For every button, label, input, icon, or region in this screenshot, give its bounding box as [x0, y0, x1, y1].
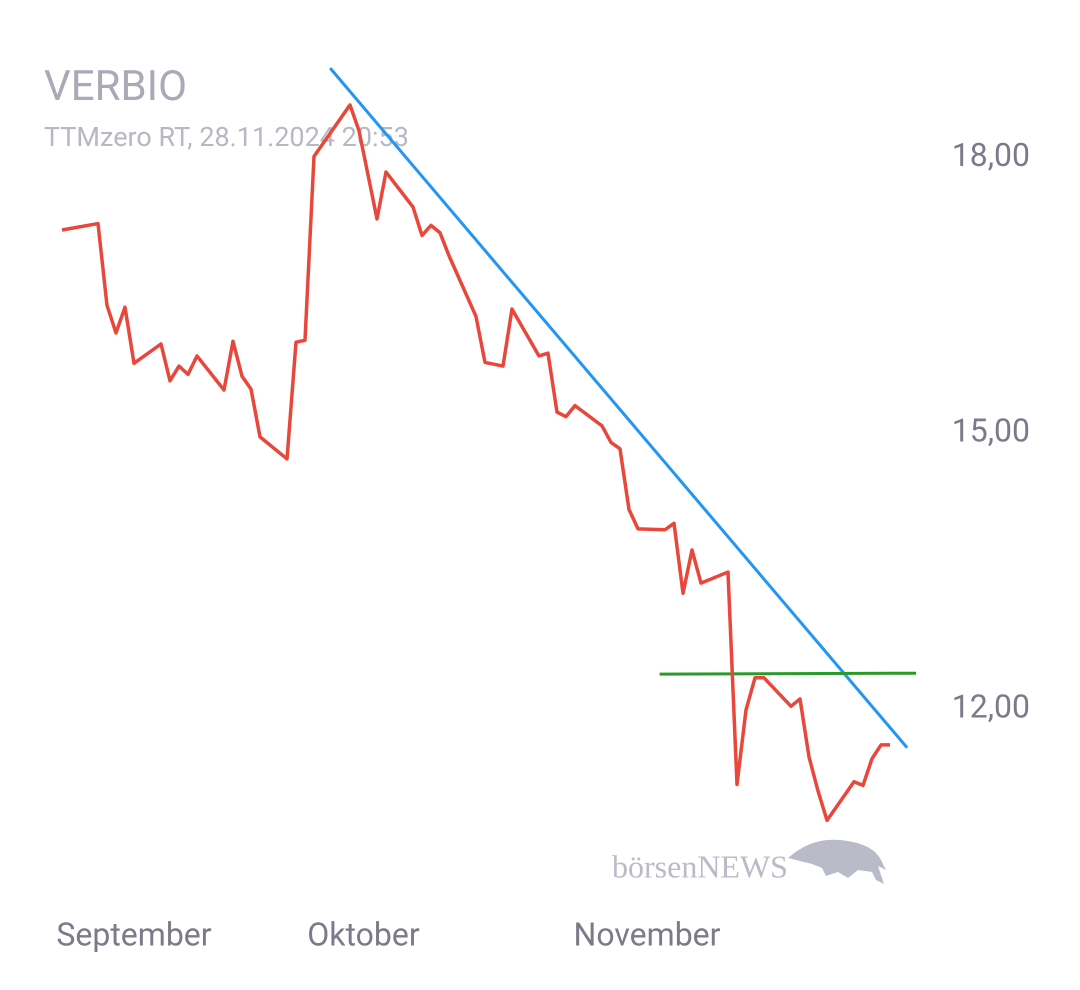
x-tick-label: September — [56, 915, 211, 953]
x-tick-label: November — [574, 915, 721, 953]
watermark: börsenNEWS — [612, 848, 788, 884]
chart-subtitle: TTMzero RT, 28.11.2024 20:53 — [44, 121, 409, 153]
y-tick-label: 12,00 — [952, 688, 1030, 726]
price-line — [61, 103, 890, 823]
watermark-logo — [788, 839, 886, 884]
y-tick-label: 18,00 — [952, 136, 1030, 174]
x-tick-label: Oktober — [307, 915, 420, 953]
trend-line — [659, 671, 917, 676]
chart-title: VERBIO — [44, 62, 187, 111]
bull-icon — [788, 839, 886, 884]
trend-line — [329, 67, 909, 749]
y-tick-label: 15,00 — [952, 412, 1030, 450]
